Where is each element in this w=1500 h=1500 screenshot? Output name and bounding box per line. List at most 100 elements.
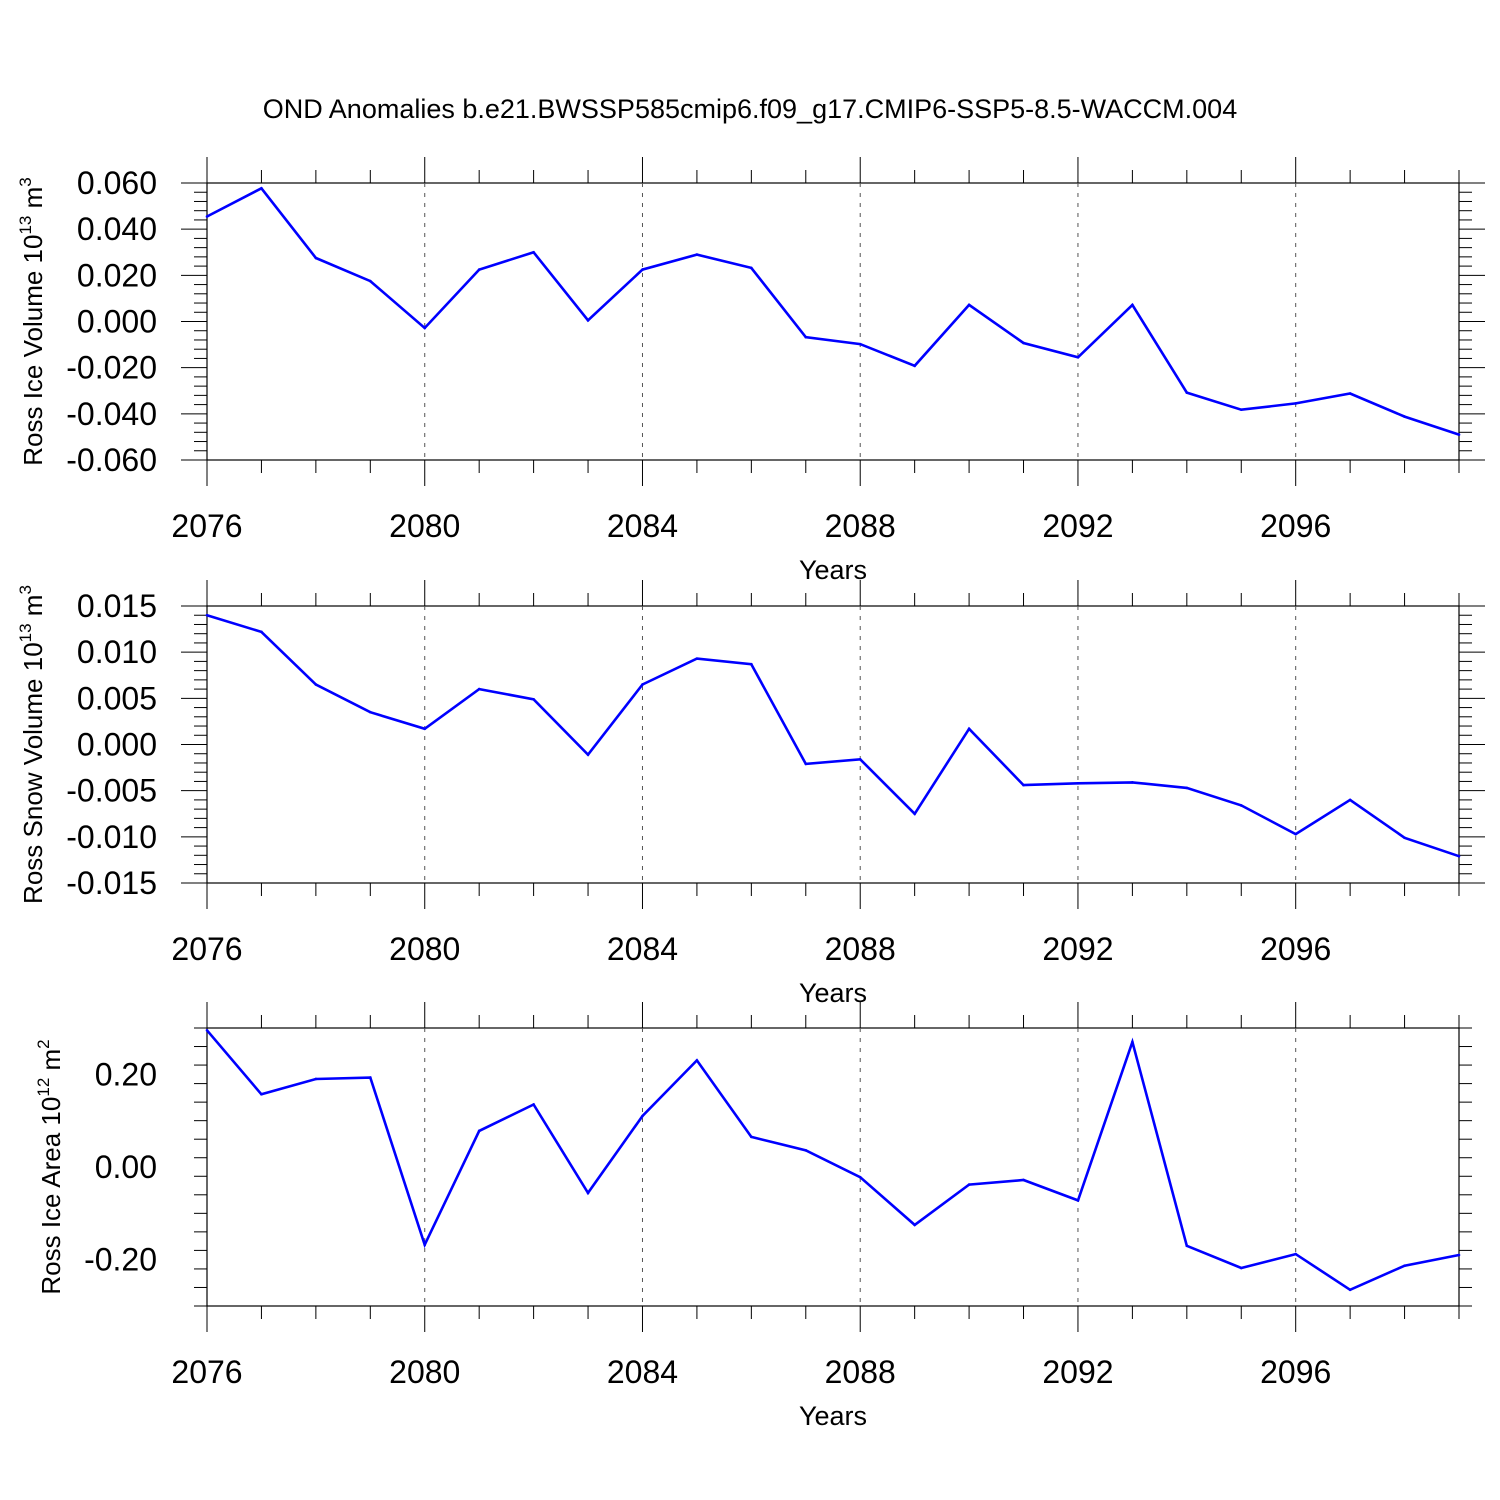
data-point <box>1403 1264 1406 1267</box>
data-point <box>423 326 427 330</box>
data-point <box>260 187 263 190</box>
data-point <box>1076 355 1080 359</box>
data-point <box>913 812 916 816</box>
data-point <box>532 697 535 701</box>
y-axis-label-text: Ross Ice Area 10 <box>36 1097 66 1295</box>
y-tick-label: -0.20 <box>84 1242 157 1278</box>
data-point <box>1131 781 1134 784</box>
data-point <box>477 1129 481 1133</box>
data-point <box>205 613 209 617</box>
data-point <box>750 662 753 666</box>
y-axis-label-text: Ross Snow Volume 10 <box>18 642 48 904</box>
data-point <box>1185 1244 1189 1248</box>
y-tick-label: 0.005 <box>77 680 157 716</box>
y-axis-label-unit-exponent: 3 <box>16 585 35 594</box>
data-point <box>913 364 916 368</box>
data-point <box>1403 836 1406 840</box>
data-point <box>423 1243 427 1247</box>
data-point <box>1239 408 1243 411</box>
x-tick-label: 2080 <box>389 1354 460 1390</box>
plot-frame <box>206 605 1460 884</box>
data-point <box>586 319 590 322</box>
data-point <box>205 1029 209 1032</box>
y-axis-label-unit-exponent: 3 <box>16 177 35 186</box>
x-tick-label: 2092 <box>1042 508 1113 544</box>
y-tick-label: 0.00 <box>95 1149 157 1185</box>
x-tick-label: 2084 <box>607 508 678 544</box>
figure-title: OND Anomalies b.e21.BWSSP585cmip6.f09_g1… <box>263 94 1237 124</box>
data-point <box>967 727 971 731</box>
y-tick-label: -0.060 <box>66 442 157 478</box>
data-point <box>1022 783 1025 787</box>
data-point <box>858 757 862 761</box>
x-tick-label: 2088 <box>825 931 896 967</box>
data-point <box>260 630 263 634</box>
data-point <box>750 1135 753 1139</box>
data-point <box>1022 1178 1025 1182</box>
data-point <box>477 687 481 691</box>
data-point <box>477 268 481 271</box>
data-point <box>1185 391 1189 394</box>
data-point <box>260 1092 263 1096</box>
x-tick-label: 2088 <box>825 1354 896 1390</box>
y-tick-label: 0.000 <box>77 304 157 340</box>
y-axis-label: Ross Snow Volume 1013 m3 <box>16 585 48 904</box>
series-line <box>206 613 1460 858</box>
x-tick-label: 2076 <box>171 508 242 544</box>
panel-ice-area: 2076 2080 2084 2088 2092 2096 Years -0.20 0.00 0.… <box>34 1002 1472 1431</box>
series-line <box>206 186 1460 436</box>
x-tick-label: 2084 <box>607 1354 678 1390</box>
panel-ice-volume: 2076 2080 2084 2088 2092 2096 Years -0.060 -0.04… <box>16 157 1485 585</box>
y-axis-label-unit: m <box>18 595 48 624</box>
data-point <box>314 1077 318 1081</box>
data-point <box>369 279 372 283</box>
y-axis-label-exponent: 12 <box>34 1078 53 1097</box>
y-axis-label-text: Ross Ice Volume 10 <box>18 235 48 466</box>
x-tick-label: 2076 <box>171 931 242 967</box>
y-axis-label: Ross Ice Area 1012 m2 <box>34 1039 66 1294</box>
data-point <box>369 1076 372 1079</box>
data-point <box>750 266 753 270</box>
data-point <box>1076 781 1080 785</box>
y-tick-label: 0.040 <box>77 211 157 247</box>
data-point <box>695 1059 699 1062</box>
x-tick-label: 2076 <box>171 1354 242 1390</box>
x-tick-label: 2096 <box>1260 931 1331 967</box>
data-point <box>1348 798 1352 802</box>
y-tick-label: 0.010 <box>77 634 157 670</box>
x-tick-label: 2096 <box>1260 1354 1331 1390</box>
y-tick-label: 0.060 <box>77 165 157 201</box>
panel-snow-volume: 2076 2080 2084 2088 2092 2096 Years -0.015 -0.01… <box>16 580 1485 1008</box>
data-point <box>1131 1040 1134 1044</box>
x-tick-label: 2084 <box>607 931 678 967</box>
y-axis-label-exponent: 13 <box>16 216 35 235</box>
data-point <box>1457 1253 1461 1257</box>
series-line <box>206 1029 1460 1292</box>
y-axis-label-unit-exponent: 2 <box>34 1039 53 1048</box>
x-tick-label: 2092 <box>1042 931 1113 967</box>
data-point <box>1348 392 1352 395</box>
data-point <box>1294 402 1297 405</box>
y-tick-label: -0.040 <box>66 396 157 432</box>
data-point <box>586 1191 590 1195</box>
data-point <box>695 253 699 256</box>
plot-frame <box>206 1027 1460 1307</box>
data-point <box>586 753 590 756</box>
data-point <box>1294 832 1297 836</box>
y-axis-label-unit: m <box>36 1049 66 1078</box>
x-tick-label: 2088 <box>825 508 896 544</box>
y-axis-label-exponent: 13 <box>16 623 35 642</box>
y-tick-label: 0.20 <box>95 1056 157 1092</box>
data-point <box>314 683 318 686</box>
data-point <box>532 1103 535 1106</box>
data-point <box>1022 341 1025 345</box>
data-point <box>1348 1288 1352 1292</box>
data-point <box>695 657 699 660</box>
data-point <box>1457 854 1461 858</box>
y-tick-label: 0.015 <box>77 588 157 624</box>
data-point <box>314 256 318 260</box>
x-axis-label: Years <box>799 978 867 1008</box>
y-tick-label: 0.000 <box>77 727 157 763</box>
y-tick-label: -0.020 <box>66 350 157 386</box>
data-point <box>205 215 209 218</box>
